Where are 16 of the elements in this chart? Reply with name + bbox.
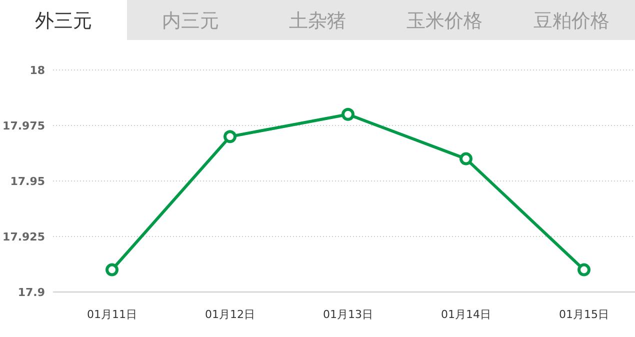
y-tick-label: 17.95 [10,175,45,188]
point [224,130,236,144]
x-tick-label: 01月13日 [323,308,373,321]
y-tick-label: 17.925 [2,230,45,244]
y-tick-label: 17.9 [18,286,45,299]
x-tick-label: 01月15日 [559,308,609,321]
x-tick-label: 01月11日 [87,308,137,321]
point [460,152,472,166]
point [578,263,590,276]
y-tick-label: 17.975 [2,120,45,132]
x-tick-label: 01月12日 [205,308,255,321]
point [342,108,354,121]
point [106,263,118,276]
x-tick-label: 01月14日 [441,308,491,321]
chart-title: 外三元 [35,10,92,32]
y-tick-label: 18 [30,64,45,77]
